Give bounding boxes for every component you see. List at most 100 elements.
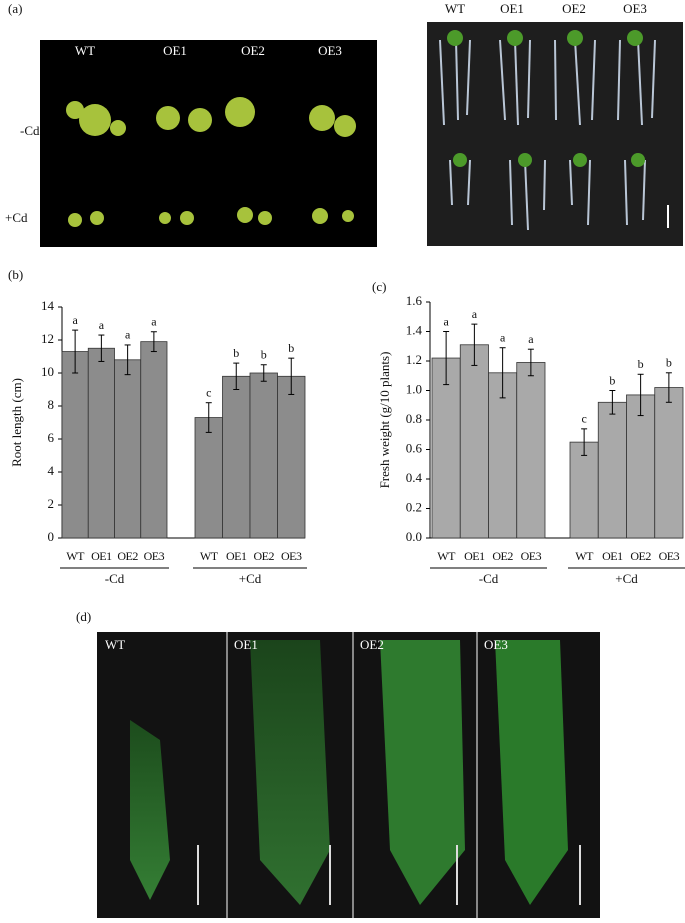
- y-tick-label: 0: [48, 529, 55, 544]
- root-tip: [130, 720, 170, 900]
- x-tick-label: OE2: [254, 549, 275, 563]
- group-label: -Cd: [479, 571, 499, 586]
- y-tick-label: 0.6: [406, 440, 423, 455]
- column-label: OE3: [318, 43, 342, 58]
- x-tick-label: OE2: [630, 549, 651, 563]
- scale-bars: [197, 845, 581, 905]
- significance-letter: a: [500, 330, 506, 344]
- row-label: +Cd: [390, 181, 413, 196]
- x-tick-label: OE3: [281, 549, 302, 563]
- x-tick-label: WT: [575, 549, 594, 563]
- significance-letter: b: [261, 348, 267, 362]
- bar: [277, 375, 306, 539]
- bar: [516, 362, 546, 539]
- x-tick-label: WT: [200, 549, 219, 563]
- significance-letter: b: [666, 356, 672, 370]
- y-tick-label: 1.0: [406, 381, 422, 396]
- group-label: -Cd: [105, 571, 125, 586]
- column-label: OE1: [500, 1, 524, 16]
- y-tick-label: 10: [41, 364, 54, 379]
- y-tick-label: 1.2: [406, 352, 422, 367]
- column-label: WT: [75, 43, 95, 58]
- group-label: +Cd: [239, 571, 262, 586]
- bar: [431, 357, 461, 539]
- y-tick-label: 1.4: [406, 322, 423, 337]
- x-tick-label: OE2: [492, 549, 513, 563]
- separators: [226, 632, 478, 918]
- y-tick-label: 4: [48, 463, 55, 478]
- panel-label: (d): [76, 609, 91, 624]
- column-label: OE1: [163, 43, 187, 58]
- y-axis-label: Root length (cm): [9, 378, 24, 467]
- photo-label: WT: [105, 637, 125, 652]
- photo-label: OE2: [360, 637, 384, 652]
- significance-letter: b: [233, 346, 239, 360]
- bar: [569, 441, 599, 539]
- y-tick-label: 2: [48, 496, 55, 511]
- photo-label: OE3: [484, 637, 508, 652]
- roots: [439, 39, 669, 231]
- root-tip: [495, 640, 568, 905]
- y-tick-label: 0.2: [406, 499, 422, 514]
- significance-letter: a: [528, 332, 534, 346]
- root-tip: [250, 640, 330, 905]
- significance-letter: a: [72, 313, 78, 327]
- x-tick-label: OE3: [659, 549, 680, 563]
- x-tick-label: OE1: [464, 549, 485, 563]
- significance-letter: a: [443, 314, 449, 328]
- y-axis-label: Fresh weight (g/10 plants): [377, 352, 392, 489]
- column-label: OE2: [562, 1, 586, 16]
- y-tick-label: 0.8: [406, 411, 422, 426]
- y-tick-label: 6: [48, 430, 55, 445]
- leaves: [447, 30, 645, 167]
- significance-letter: a: [472, 307, 478, 321]
- x-tick-label: OE3: [144, 549, 165, 563]
- significance-letter: a: [151, 315, 157, 329]
- row-label: +Cd: [5, 210, 28, 225]
- bar: [597, 401, 627, 539]
- column-label: OE3: [623, 1, 647, 16]
- significance-letter: b: [638, 357, 644, 371]
- significance-letter: a: [125, 328, 131, 342]
- significance-letter: c: [581, 412, 586, 426]
- plants: [66, 97, 356, 227]
- y-tick-label: 8: [48, 397, 55, 412]
- photo-label: OE1: [234, 637, 258, 652]
- column-label: OE2: [241, 43, 265, 58]
- x-tick-label: OE1: [91, 549, 112, 563]
- x-tick-label: WT: [437, 549, 456, 563]
- panel-label: (c): [372, 279, 386, 294]
- bar: [114, 359, 142, 539]
- panel-label: (b): [8, 267, 23, 282]
- column-label: WT: [445, 1, 465, 16]
- y-tick-label: 0.4: [406, 470, 423, 485]
- x-tick-label: OE3: [521, 549, 542, 563]
- row-label: -Cd: [393, 71, 413, 86]
- y-tick-label: 14: [41, 298, 55, 313]
- significance-letter: c: [206, 385, 211, 399]
- significance-letter: b: [288, 341, 294, 355]
- x-tick-label: OE2: [117, 549, 138, 563]
- bar: [87, 347, 115, 539]
- group-label: +Cd: [615, 571, 638, 586]
- y-tick-label: 0.0: [406, 529, 422, 544]
- bar: [140, 341, 168, 539]
- panel-label: (a): [8, 1, 22, 16]
- bar: [459, 344, 489, 539]
- bar: [61, 351, 89, 539]
- bar: [626, 394, 656, 539]
- bar: [488, 372, 518, 539]
- x-tick-label: OE1: [602, 549, 623, 563]
- bar: [654, 387, 684, 539]
- root-tip: [380, 640, 465, 905]
- bar: [194, 417, 223, 539]
- y-tick-label: 1.6: [406, 293, 423, 308]
- significance-letter: a: [99, 318, 105, 332]
- bar: [222, 375, 251, 539]
- significance-letter: b: [609, 373, 615, 387]
- x-tick-label: WT: [66, 549, 85, 563]
- bar: [249, 372, 278, 539]
- x-tick-label: OE1: [226, 549, 247, 563]
- y-tick-label: 12: [41, 331, 54, 346]
